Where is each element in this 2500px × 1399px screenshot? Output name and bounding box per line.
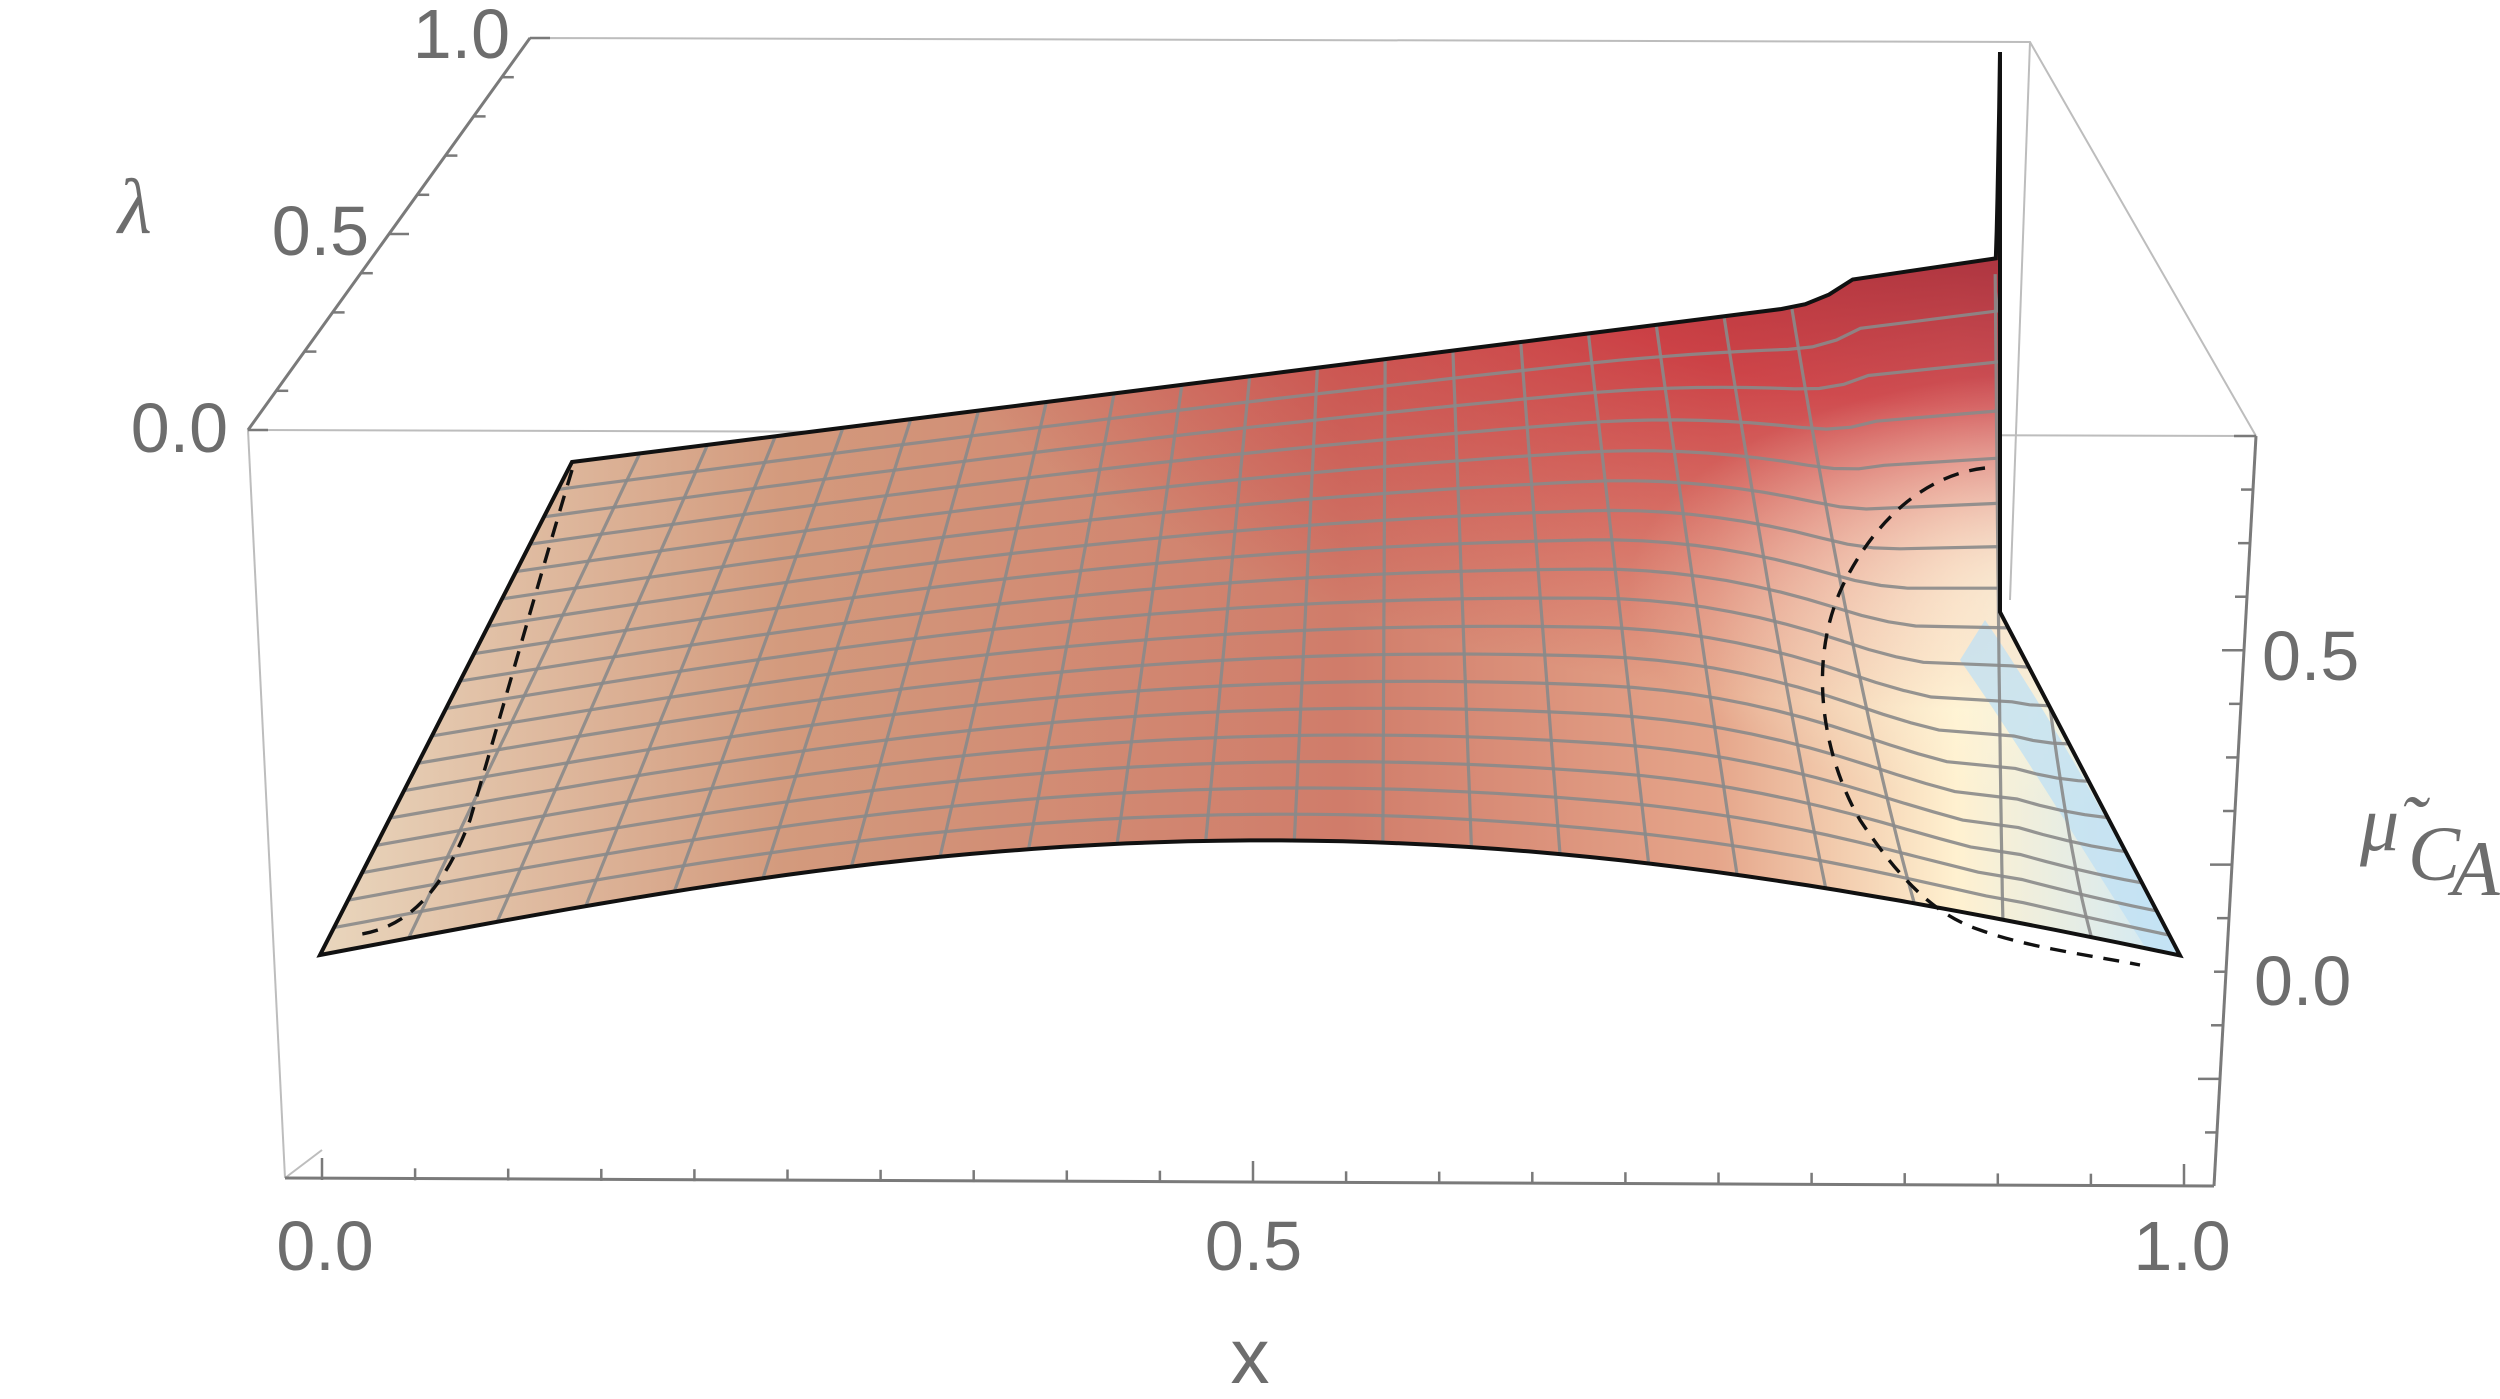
x-ticks: 0.0 0.5 1.0	[276, 1158, 2231, 1285]
mesh-line-lambda	[529, 281, 2032, 546]
mu-axis-title: μ̃ C A	[2359, 780, 2500, 912]
mesh-line-lambda	[347, 786, 2161, 914]
dashed-curve-right	[1820, 466, 2141, 967]
mu-ticks: 0.0 0.5	[2198, 434, 2359, 1188]
mesh-line-lambda	[487, 479, 2062, 628]
axes: 0.0 0.5 1.0 0.0 0.5 1.0 0.0 0.5	[131, 0, 2360, 1285]
mu-axis-title-sub: C	[2408, 810, 2461, 897]
mesh-line-lambda	[445, 596, 2091, 711]
mesh-line-lambda	[417, 652, 2111, 765]
surface-cream-shading	[320, 52, 2180, 956]
surface-mesh	[333, 132, 2171, 939]
tick-label: 1.0	[2133, 1207, 2230, 1285]
tick-label: 0.5	[2262, 617, 2359, 695]
lambda-axis-title: λ	[116, 163, 152, 250]
tick-label: 0.5	[1205, 1207, 1302, 1285]
mesh-line-lambda	[557, 132, 2012, 491]
mesh-line-lambda	[403, 679, 2121, 793]
mesh-line-lambda	[459, 567, 2082, 683]
tick-label: 0.0	[2254, 942, 2351, 1020]
mesh-line-lambda	[333, 812, 2171, 937]
mesh-line-lambda	[361, 760, 2151, 886]
tick-label: 0.0	[131, 389, 228, 467]
mesh-line-x	[1993, 274, 2005, 920]
mesh-line-lambda	[501, 417, 2052, 601]
mesh-line-lambda	[431, 624, 2101, 738]
mesh-line-lambda	[375, 733, 2141, 856]
surface-blue-shading	[1960, 620, 2180, 956]
x-axis-line	[284, 1176, 2215, 1188]
tick-label: 0.5	[272, 192, 369, 270]
mesh-line-lambda	[389, 706, 2131, 821]
x-axis-title: x	[1231, 1312, 1270, 1399]
surface-edge	[316, 51, 2184, 959]
axis-labels: λ x μ̃ C A	[116, 163, 2500, 1399]
tick-label: 0.0	[276, 1207, 373, 1285]
lambda-ticks: 0.0 0.5 1.0	[131, 0, 550, 467]
mesh-line-lambda	[543, 208, 2022, 519]
tick-label: 1.0	[413, 0, 510, 73]
surface	[316, 51, 2184, 967]
mesh-line-lambda	[515, 351, 2042, 574]
dashed-curve-left	[354, 469, 574, 937]
mesh-line-lambda	[473, 538, 2072, 656]
mu-axis-title-sub2: A	[2447, 825, 2500, 912]
